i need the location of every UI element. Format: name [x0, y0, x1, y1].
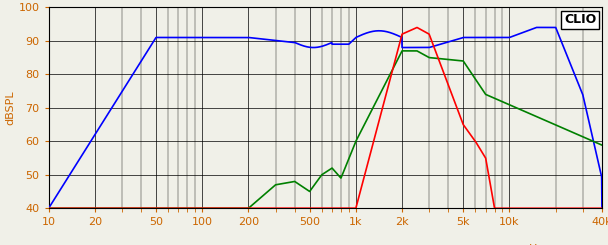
Y-axis label: dBSPL: dBSPL [6, 90, 16, 125]
Text: CLIO: CLIO [564, 13, 596, 26]
